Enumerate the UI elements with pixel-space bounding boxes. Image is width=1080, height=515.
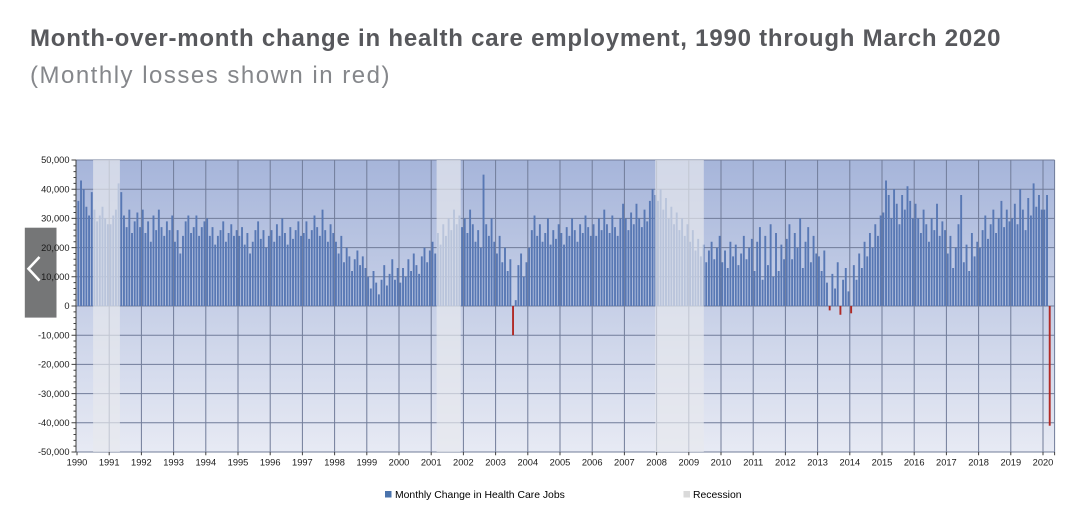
svg-text:2017: 2017 xyxy=(936,458,957,468)
svg-text:1990: 1990 xyxy=(67,458,88,468)
svg-text:-50,000: -50,000 xyxy=(38,447,70,457)
svg-text:-40,000: -40,000 xyxy=(38,418,70,428)
svg-text:2015: 2015 xyxy=(872,458,893,468)
svg-text:30,000: 30,000 xyxy=(41,214,69,224)
svg-text:0: 0 xyxy=(64,301,69,311)
svg-text:50,000: 50,000 xyxy=(41,155,69,165)
svg-text:2000: 2000 xyxy=(389,458,410,468)
svg-text:-30,000: -30,000 xyxy=(38,389,70,399)
svg-text:2011: 2011 xyxy=(743,458,763,468)
svg-text:2010: 2010 xyxy=(711,458,732,468)
svg-text:Recession: Recession xyxy=(693,490,742,501)
svg-text:1991: 1991 xyxy=(99,458,120,468)
svg-text:1995: 1995 xyxy=(228,458,249,468)
svg-text:2012: 2012 xyxy=(775,458,796,468)
svg-text:40,000: 40,000 xyxy=(41,184,69,194)
svg-text:2018: 2018 xyxy=(968,458,989,468)
svg-text:20,000: 20,000 xyxy=(41,243,69,253)
svg-text:2004: 2004 xyxy=(517,458,538,468)
svg-text:2001: 2001 xyxy=(421,458,442,468)
svg-text:1994: 1994 xyxy=(195,458,216,468)
svg-text:2003: 2003 xyxy=(485,458,506,468)
svg-text:2016: 2016 xyxy=(904,458,925,468)
svg-text:2008: 2008 xyxy=(646,458,667,468)
svg-text:1993: 1993 xyxy=(163,458,184,468)
svg-text:-20,000: -20,000 xyxy=(38,360,70,370)
svg-text:2007: 2007 xyxy=(614,458,635,468)
svg-text:2005: 2005 xyxy=(550,458,571,468)
svg-text:1992: 1992 xyxy=(131,458,152,468)
svg-text:1999: 1999 xyxy=(356,458,377,468)
svg-text:1996: 1996 xyxy=(260,458,281,468)
svg-text:1998: 1998 xyxy=(324,458,345,468)
svg-text:2014: 2014 xyxy=(839,458,860,468)
svg-text:10,000: 10,000 xyxy=(41,272,69,282)
svg-text:2002: 2002 xyxy=(453,458,474,468)
svg-text:2009: 2009 xyxy=(678,458,699,468)
svg-text:2013: 2013 xyxy=(807,458,828,468)
svg-text:2019: 2019 xyxy=(1000,458,1021,468)
svg-text:Monthly Change in Health Care: Monthly Change in Health Care Jobs xyxy=(395,490,565,501)
svg-text:1997: 1997 xyxy=(292,458,313,468)
svg-text:2006: 2006 xyxy=(582,458,603,468)
svg-text:-10,000: -10,000 xyxy=(38,330,70,340)
svg-text:2020: 2020 xyxy=(1033,458,1054,468)
